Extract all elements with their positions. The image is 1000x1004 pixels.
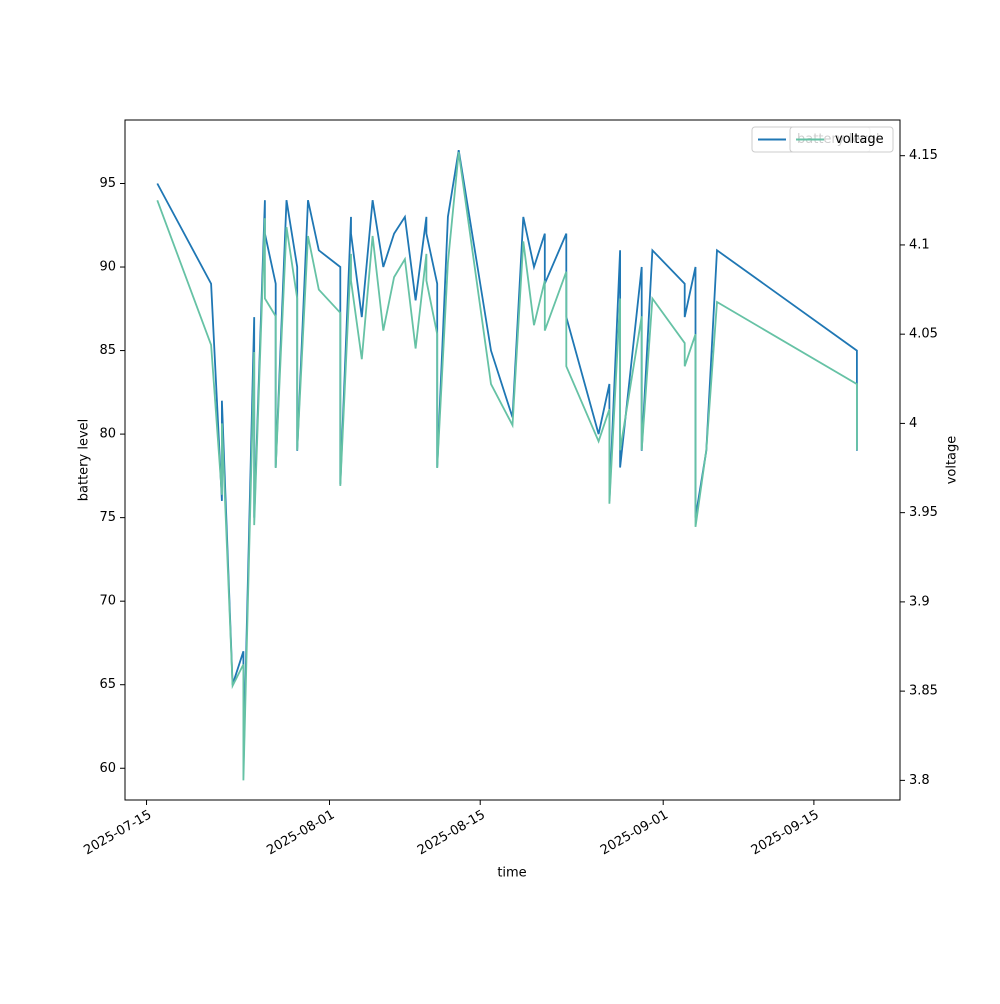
x-tick-label: 2025-09-15 [749, 808, 822, 859]
y2-axis-label: voltage [945, 436, 960, 485]
y2-tick-label: 4 [909, 416, 917, 431]
x-tick-label: 2025-09-01 [598, 808, 671, 859]
y-tick-label: 85 [99, 343, 116, 358]
legend-label: voltage [835, 132, 884, 147]
y2-tick-label: 3.9 [909, 594, 930, 609]
y-tick-label: 70 [99, 594, 116, 609]
x-axis-label: time [497, 866, 526, 881]
y-tick-label: 75 [99, 510, 116, 525]
series-line [156, 149, 858, 769]
y2-tick-label: 3.85 [909, 684, 938, 699]
x-tick-label: 2025-07-15 [81, 808, 154, 859]
y-tick-label: 60 [99, 761, 116, 776]
legend: voltage [789, 126, 894, 153]
y-tick-label: 90 [99, 260, 116, 275]
y2-tick-label: 3.8 [909, 773, 930, 788]
y-tick-label: 80 [99, 427, 116, 442]
series-line [156, 151, 858, 781]
y2-tick-label: 4.1 [909, 237, 930, 252]
y-tick-label: 65 [99, 677, 116, 692]
y-tick-label: 95 [99, 176, 116, 191]
x-tick-label: 2025-08-01 [264, 808, 337, 859]
y-axis-label: battery level [77, 419, 92, 502]
legend-box [789, 126, 894, 153]
x-tick-label: 2025-08-15 [415, 808, 488, 859]
y2-tick-label: 4.15 [909, 148, 938, 163]
y2-tick-label: 4.05 [909, 327, 938, 342]
plot-frame [124, 119, 901, 801]
y2-tick-label: 3.95 [909, 505, 938, 520]
